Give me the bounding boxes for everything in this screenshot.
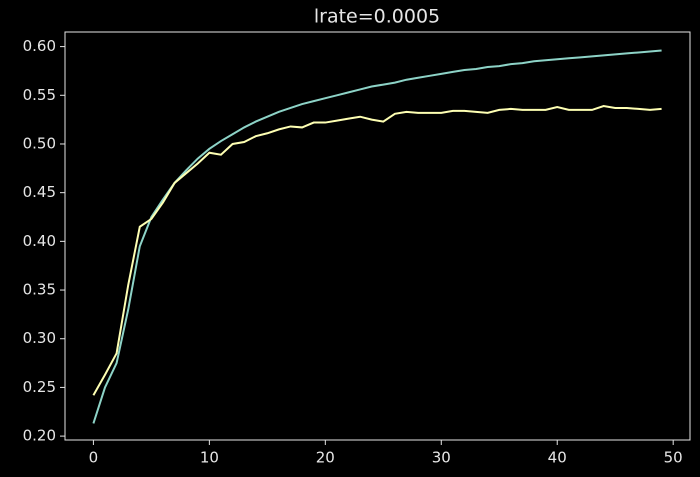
plot-frame [64,31,691,441]
y-tick-label: 0.25 [23,378,56,396]
y-tick-label: 0.30 [23,329,56,347]
y-tick-label: 0.35 [23,281,56,299]
series-line [92,104,662,396]
y-tick-label: 0.55 [23,86,56,104]
y-tick-label: 0.40 [23,232,56,250]
x-tick-label: 0 [89,449,99,467]
x-tick-label: 40 [548,449,567,467]
y-tick-label: 0.45 [23,183,56,201]
x-tick-label: 20 [316,449,335,467]
y-tick-label: 0.20 [23,427,56,445]
y-tick-label: 0.50 [23,134,56,152]
x-tick-label: 30 [432,449,451,467]
chart-title: lrate=0.0005 [314,6,440,28]
x-tick-label: 50 [664,449,683,467]
series-line [92,49,662,424]
x-tick-label: 10 [200,449,219,467]
y-tick-label: 0.60 [23,37,56,55]
